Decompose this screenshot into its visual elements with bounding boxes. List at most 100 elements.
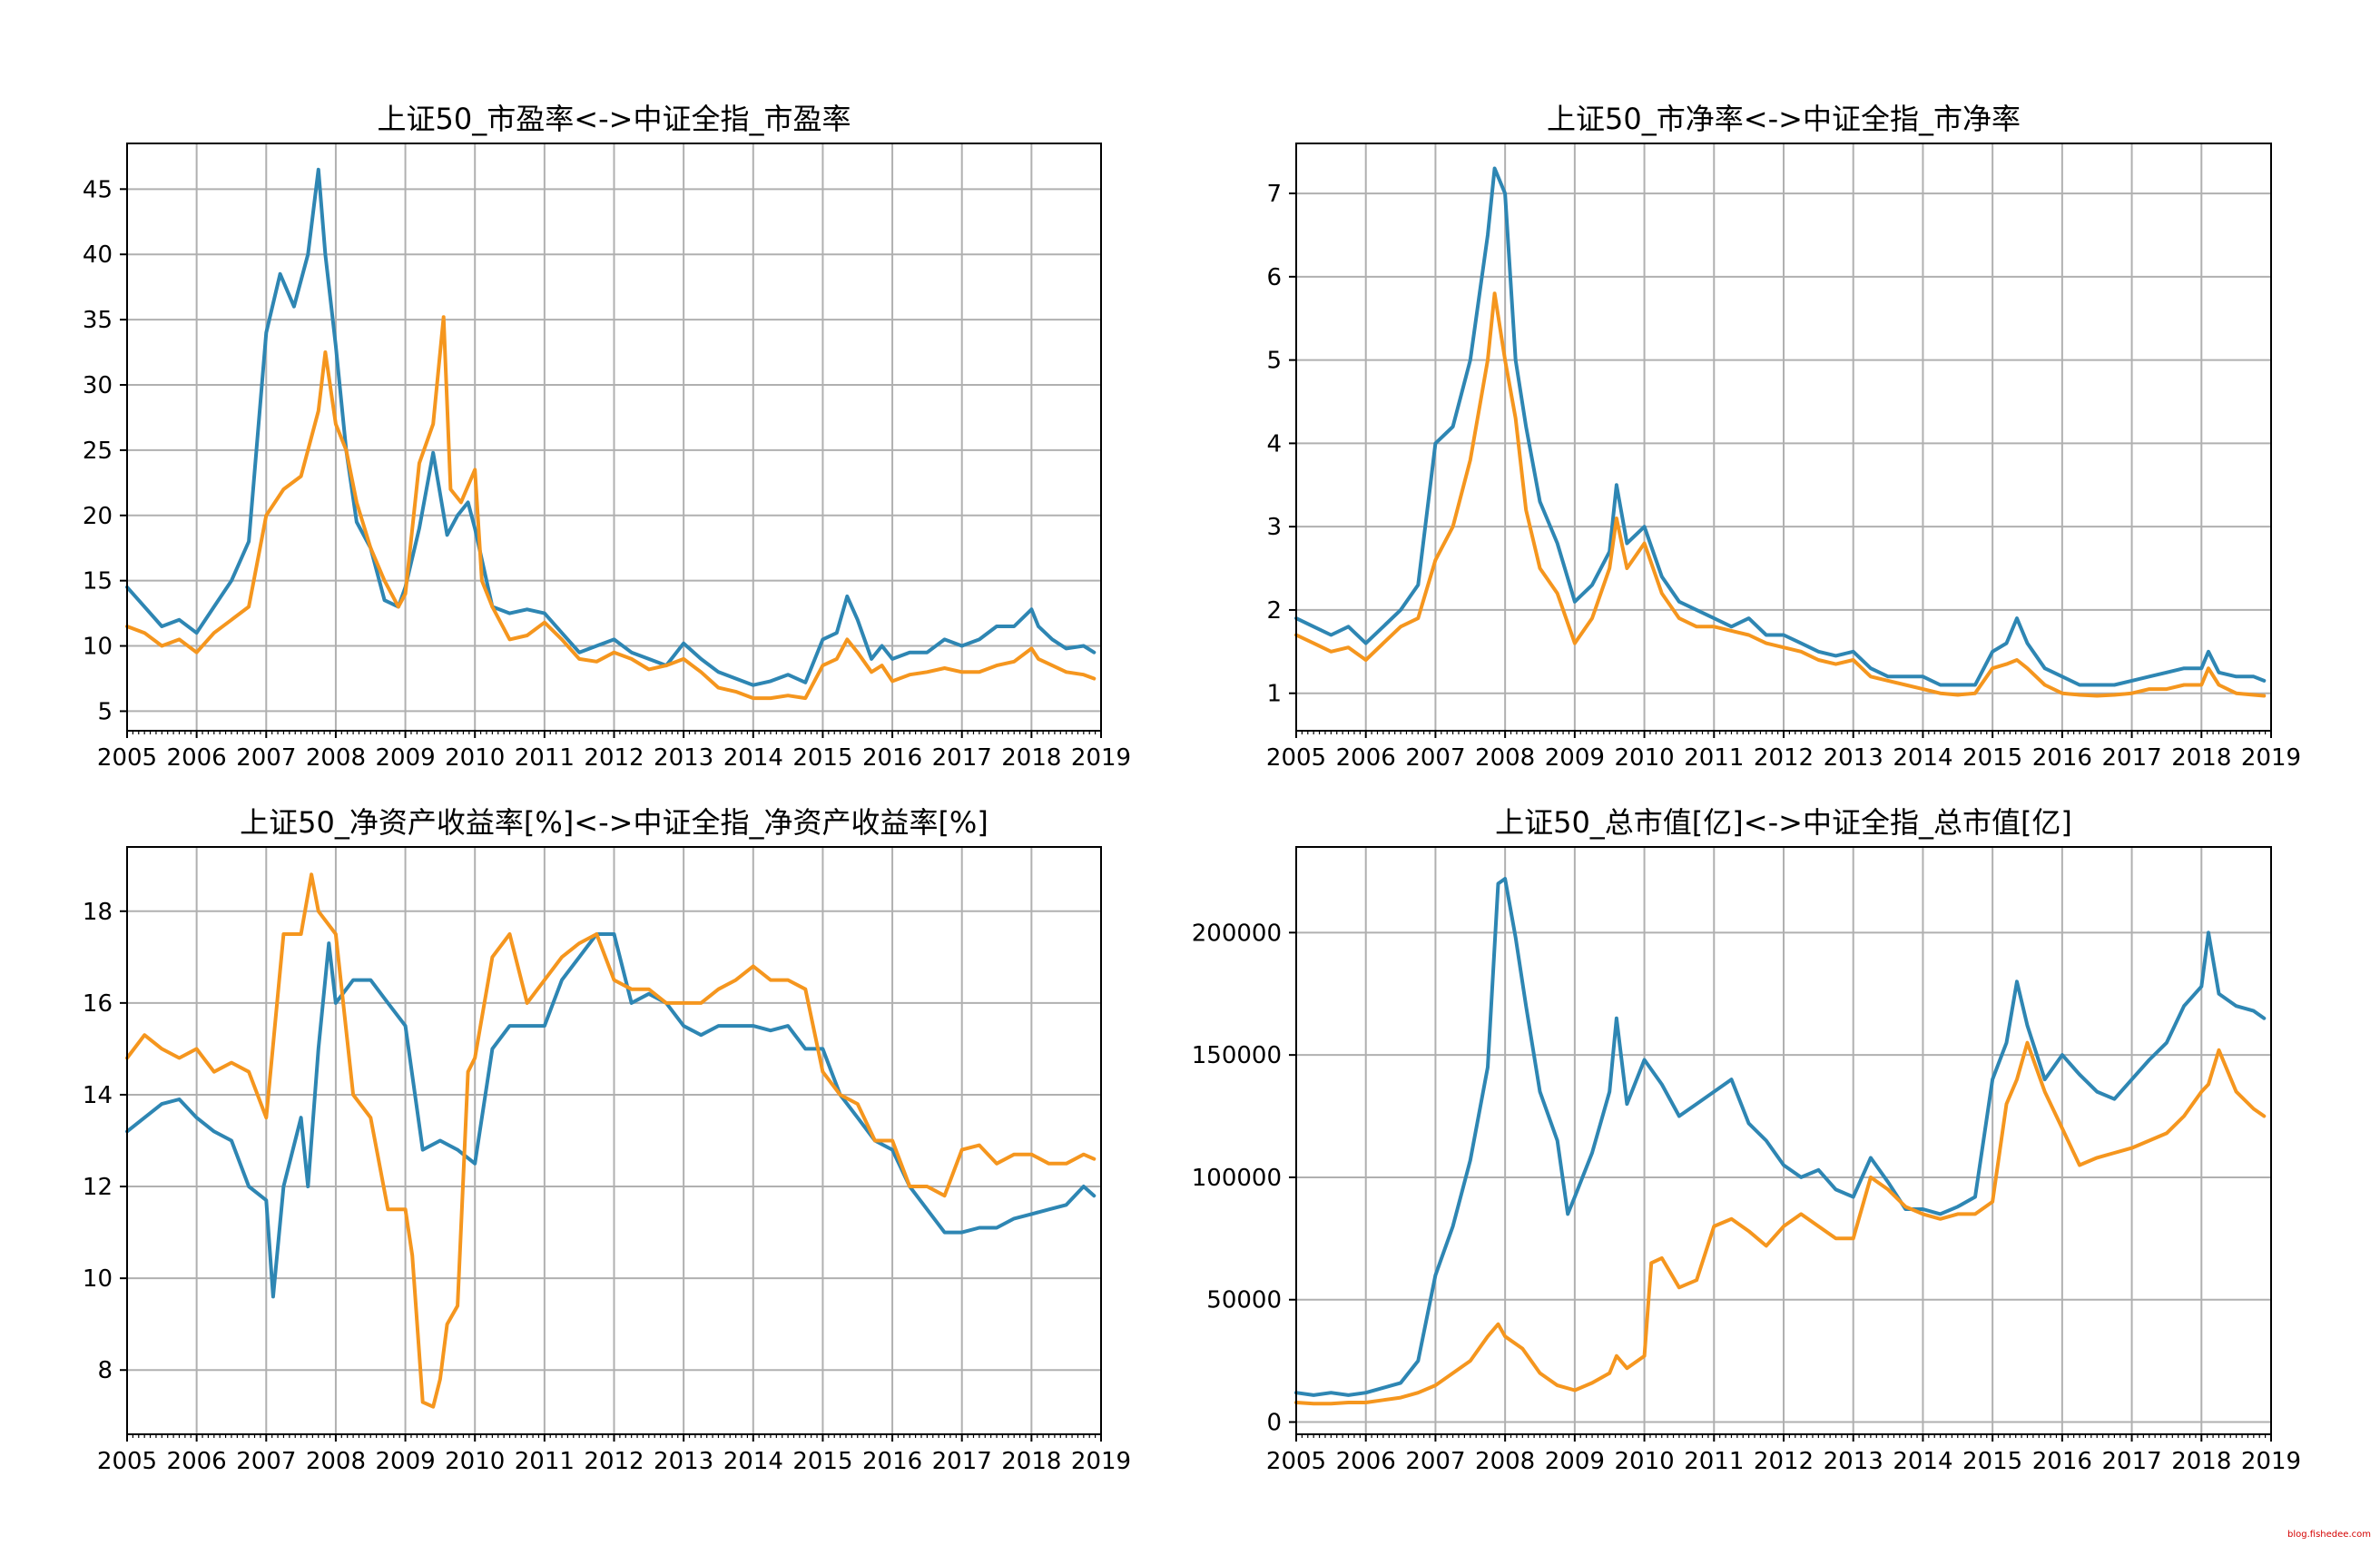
plot-frame: [126, 846, 1102, 1435]
x-tick-label: 2007: [1405, 1448, 1465, 1475]
y-tick-label: 10: [83, 634, 113, 661]
series-line-csi-all: [125, 872, 1097, 1409]
x-tick-label: 2014: [723, 1448, 783, 1475]
y-tick-label: 40: [83, 241, 113, 269]
subplot-pe-title: 上证50_市盈率<->中证全指_市盈率: [378, 102, 851, 136]
x-tick-label: 2013: [1824, 1448, 1883, 1475]
x-tick-label: 2008: [1475, 744, 1535, 772]
y-tick-label: 7: [1266, 181, 1282, 208]
series-line-sse50: [125, 167, 1097, 687]
x-tick-label: 2013: [654, 1448, 713, 1475]
x-tick-label: 2007: [236, 1448, 296, 1475]
x-tick-label: 2012: [1754, 1448, 1814, 1475]
x-tick-label: 2009: [375, 1448, 435, 1475]
plot-frame: [126, 143, 1102, 732]
x-tick-label: 2017: [932, 744, 992, 772]
x-tick-label: 2018: [1001, 1448, 1061, 1475]
y-tick-label: 6: [1266, 264, 1282, 291]
x-tick-label: 2012: [1754, 744, 1814, 772]
x-tick-label: 2005: [1266, 744, 1326, 772]
x-tick-label: 2018: [2171, 744, 2231, 772]
y-tick-label: 200000: [1192, 920, 1282, 947]
x-tick-label: 2005: [1266, 1448, 1326, 1475]
subplot-market-cap: 上证50_总市值[亿]<->中证全指_总市值[亿] 2005 2006 2007 20…: [1192, 805, 2301, 1475]
x-tick-label: 2011: [515, 1448, 575, 1475]
x-tick-label: 2013: [1824, 744, 1883, 772]
x-tick-label: 2011: [1684, 744, 1744, 772]
plot-frame: [1295, 143, 2272, 732]
subplot-roe-title: 上证50_净资产收益率[%]<->中证全指_净资产收益率[%]: [240, 805, 988, 840]
y-tick-label: 12: [83, 1174, 113, 1201]
x-tick-label: 2008: [306, 1448, 366, 1475]
x-tick-label: 2012: [584, 744, 644, 772]
x-tick-label: 2015: [792, 1448, 852, 1475]
y-tick-label: 2: [1266, 597, 1282, 625]
x-tick-label: 2010: [1614, 1448, 1674, 1475]
x-tick-label: 2016: [862, 744, 922, 772]
y-tick-label: 3: [1266, 514, 1282, 541]
y-tick-label: 1: [1266, 681, 1282, 708]
x-tick-label: 2015: [792, 744, 852, 772]
x-tick-label: 2018: [1001, 744, 1061, 772]
x-tick-label: 2010: [445, 744, 505, 772]
x-tick-label: 2009: [1545, 744, 1605, 772]
subplot-pe: 上证50_市盈率<->中证全指_市盈率 2005 2006 2007 2008 2009…: [83, 102, 1131, 772]
subplot-pb-title: 上证50_市净率<->中证全指_市净率: [1547, 102, 2021, 136]
x-tick-label: 2007: [1405, 744, 1465, 772]
x-tick-label: 2005: [97, 744, 157, 772]
x-tick-label: 2016: [2032, 1448, 2092, 1475]
x-tick-label: 2011: [1684, 1448, 1744, 1475]
x-tick-label: 2016: [2032, 744, 2092, 772]
x-tick-label: 2006: [167, 1448, 227, 1475]
y-tick-label: 30: [83, 372, 113, 399]
series-line-sse50: [1294, 877, 2267, 1397]
x-tick-label: 2006: [167, 744, 227, 772]
y-tick-label: 16: [83, 990, 113, 1018]
y-tick-label: 15: [83, 568, 113, 595]
x-tick-label: 2011: [515, 744, 575, 772]
x-tick-label: 2019: [1071, 744, 1131, 772]
y-tick-label: 8: [97, 1357, 113, 1384]
x-tick-label: 2015: [1962, 1448, 2022, 1475]
y-tick-label: 18: [83, 899, 113, 926]
x-tick-label: 2015: [1962, 744, 2022, 772]
y-tick-label: 14: [83, 1082, 113, 1109]
x-tick-label: 2010: [1614, 744, 1674, 772]
series-line-csi-all: [1294, 291, 2267, 698]
series-line-sse50: [125, 932, 1097, 1299]
x-tick-label: 2016: [862, 1448, 922, 1475]
y-tick-label: 5: [97, 698, 113, 725]
y-tick-label: 4: [1266, 430, 1282, 458]
x-tick-label: 2019: [1071, 1448, 1131, 1475]
y-tick-label: 20: [83, 503, 113, 530]
y-tick-label: 150000: [1192, 1042, 1282, 1069]
y-tick-label: 100000: [1192, 1165, 1282, 1192]
x-tick-label: 2017: [2101, 1448, 2161, 1475]
x-tick-label: 2017: [932, 1448, 992, 1475]
subplot-roe: 上证50_净资产收益率[%]<->中证全指_净资产收益率[%] 2005 2006…: [83, 805, 1131, 1475]
x-tick-label: 2019: [2241, 744, 2301, 772]
x-tick-label: 2013: [654, 744, 713, 772]
x-tick-label: 2009: [375, 744, 435, 772]
x-tick-label: 2008: [306, 744, 366, 772]
y-tick-label: 35: [83, 307, 113, 334]
y-tick-label: 5: [1266, 348, 1282, 375]
x-tick-label: 2005: [97, 1448, 157, 1475]
x-tick-label: 2014: [1893, 744, 1952, 772]
x-tick-label: 2009: [1545, 1448, 1605, 1475]
y-tick-label: 10: [83, 1265, 113, 1293]
x-tick-label: 2019: [2241, 1448, 2301, 1475]
x-tick-label: 2006: [1336, 744, 1396, 772]
y-tick-label: 50000: [1206, 1287, 1282, 1314]
subplot-pb: 上证50_市净率<->中证全指_市净率 2005 2006 2007 2008 2009…: [1266, 102, 2301, 772]
x-tick-label: 2008: [1475, 1448, 1535, 1475]
watermark: blog.fishedee.com: [2287, 1530, 2371, 1540]
x-tick-label: 2014: [1893, 1448, 1952, 1475]
series-line-sse50: [1294, 166, 2267, 687]
x-tick-label: 2006: [1336, 1448, 1396, 1475]
x-tick-label: 2012: [584, 1448, 644, 1475]
y-tick-label: 45: [83, 176, 113, 203]
subplot-market-cap-title: 上证50_总市值[亿]<->中证全指_总市值[亿]: [1495, 805, 2072, 840]
x-tick-label: 2014: [723, 744, 783, 772]
x-tick-label: 2007: [236, 744, 296, 772]
